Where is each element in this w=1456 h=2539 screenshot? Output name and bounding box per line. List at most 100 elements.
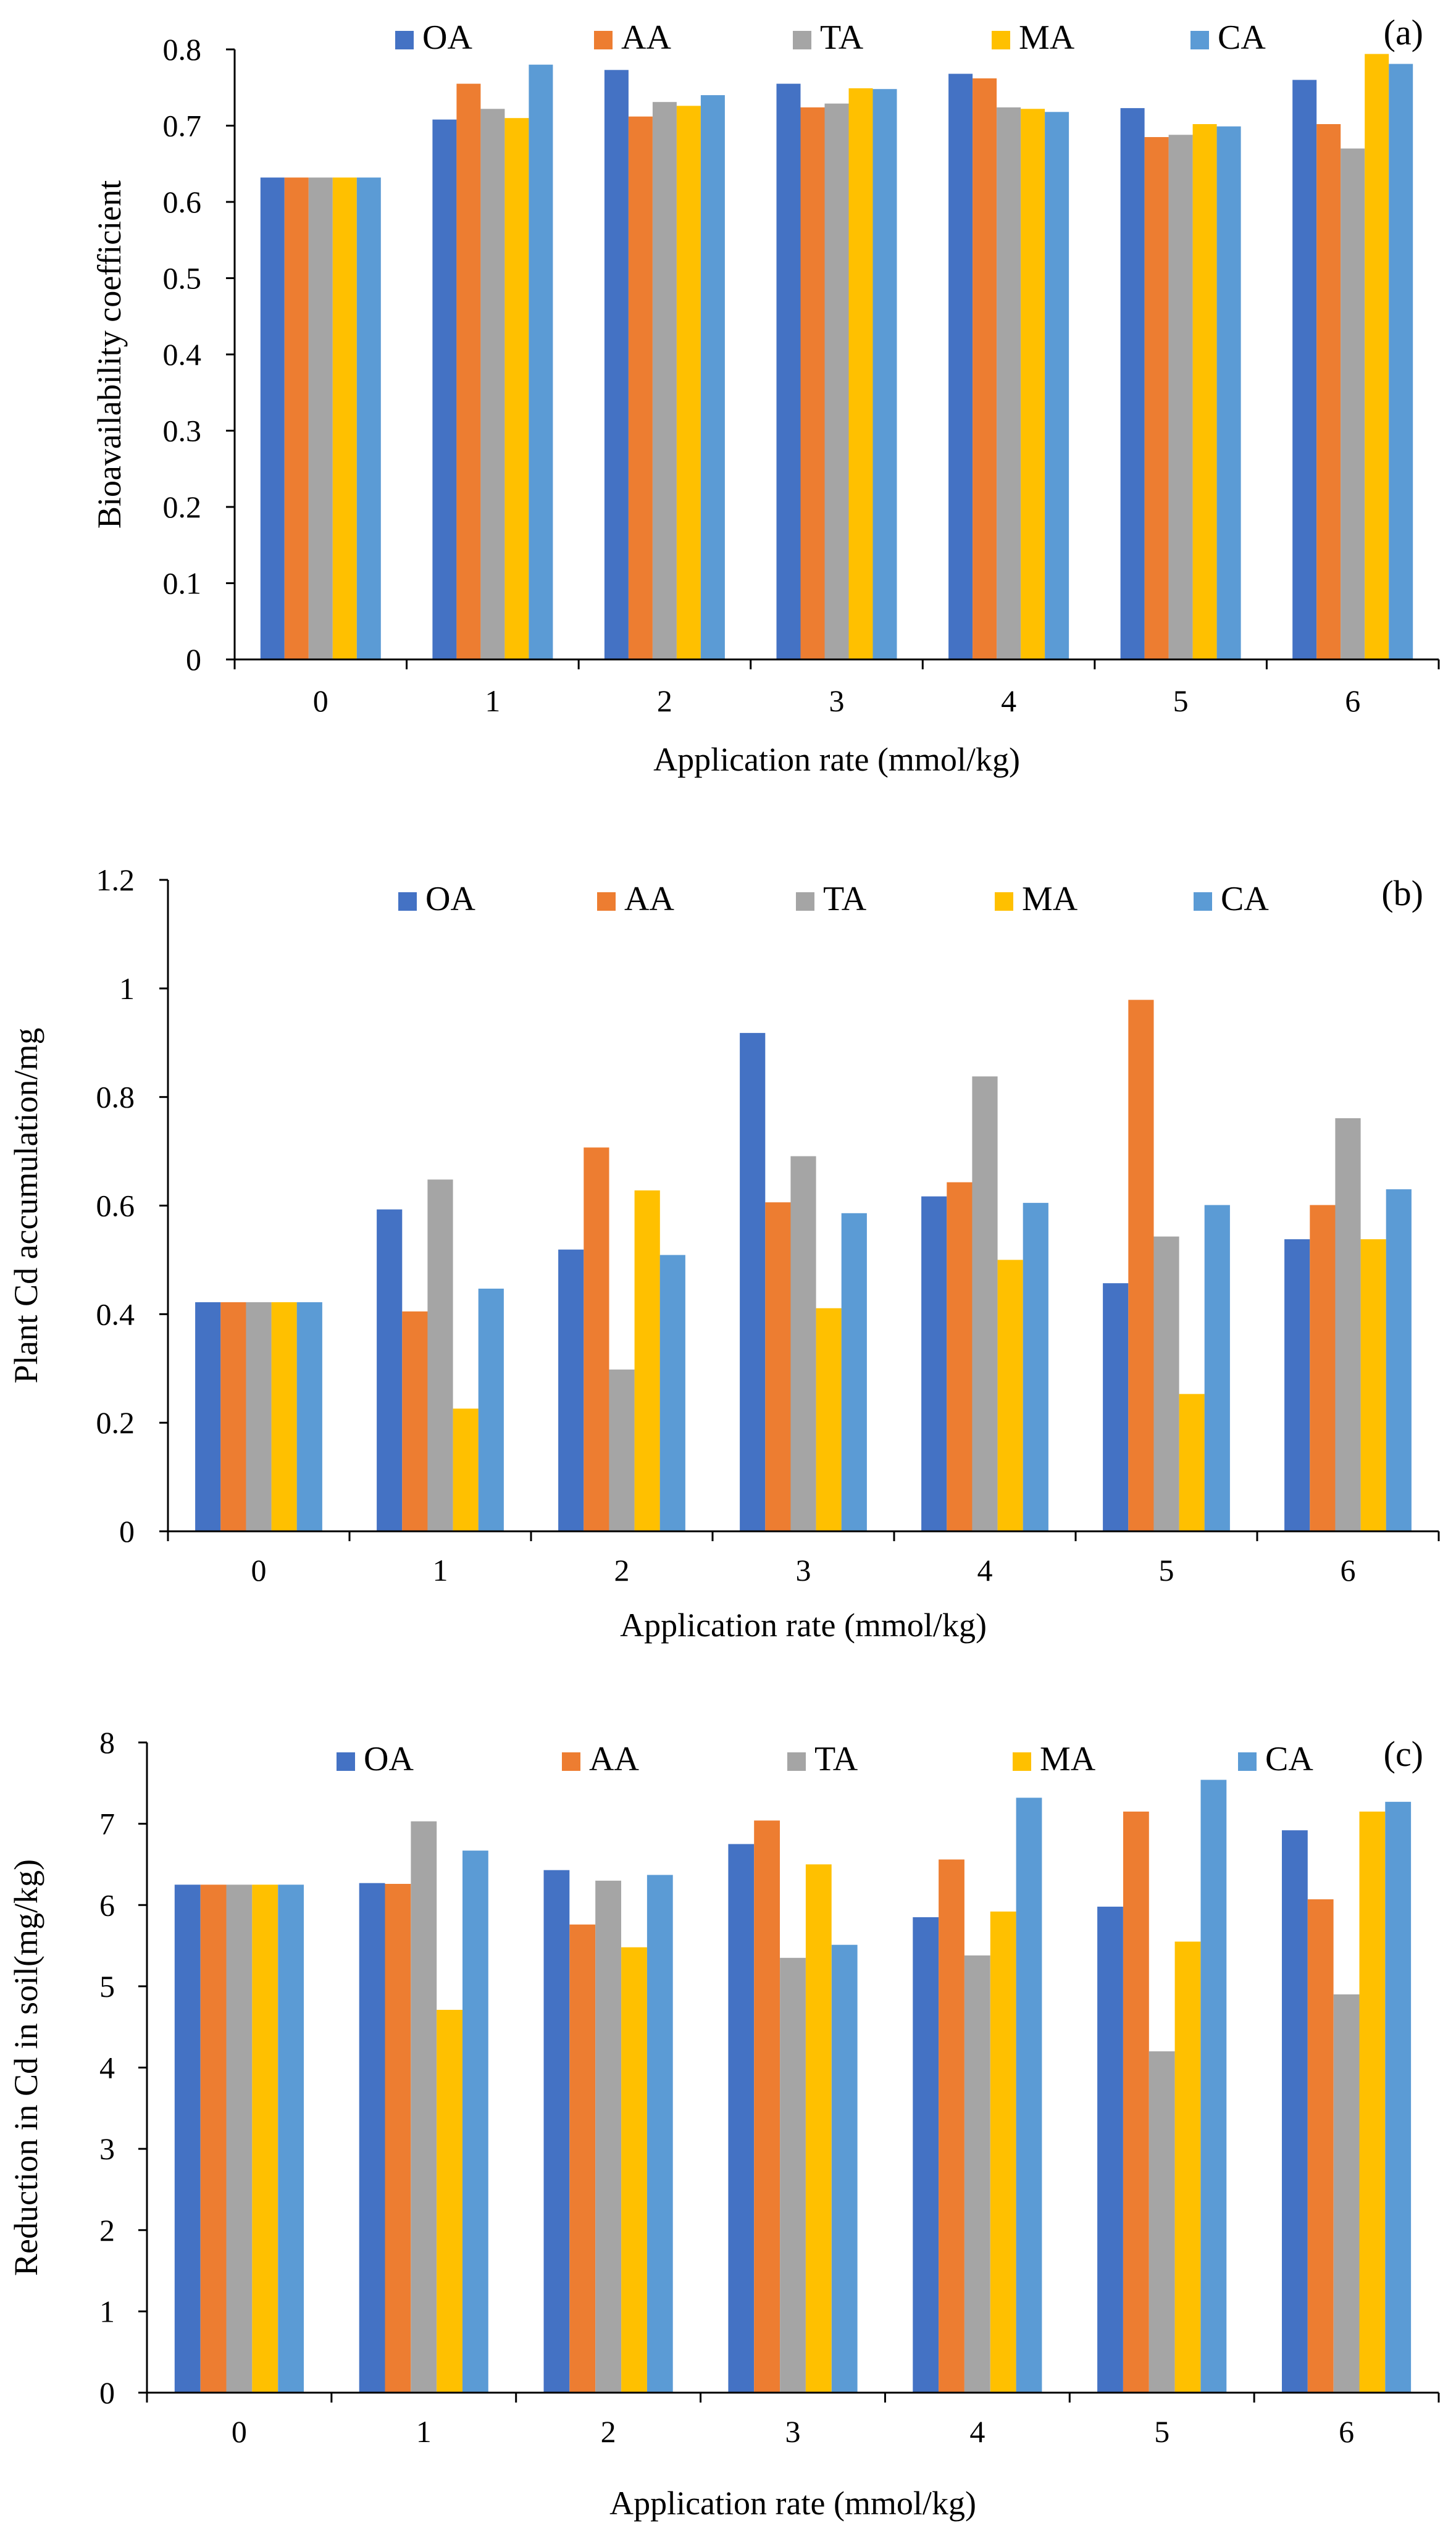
x-tick-label: 1 bbox=[485, 684, 500, 718]
bar-TA-3 bbox=[790, 1156, 816, 1531]
x-tick-label: 0 bbox=[313, 684, 328, 718]
bar-CA-6 bbox=[1386, 1189, 1412, 1531]
bar-OA-1 bbox=[359, 1883, 385, 2393]
x-tick-label: 3 bbox=[785, 2414, 801, 2449]
bar-MA-2 bbox=[676, 106, 701, 659]
bar-AA-2 bbox=[628, 116, 653, 659]
bar-TA-5 bbox=[1168, 135, 1193, 660]
bar-TA-6 bbox=[1335, 1118, 1361, 1531]
bar-CA-0 bbox=[296, 1302, 322, 1531]
bar-OA-3 bbox=[740, 1032, 766, 1531]
bar-AA-4 bbox=[973, 78, 997, 659]
bar-MA-6 bbox=[1365, 54, 1389, 659]
bar-CA-0 bbox=[278, 1884, 304, 2393]
bar-TA-6 bbox=[1333, 1994, 1360, 2393]
bar-AA-1 bbox=[385, 1884, 411, 2393]
x-tick-label: 3 bbox=[796, 1553, 811, 1587]
bar-MA-1 bbox=[437, 2010, 462, 2393]
bar-OA-0 bbox=[195, 1302, 221, 1531]
bar-AA-0 bbox=[200, 1884, 227, 2393]
bar-OA-2 bbox=[558, 1249, 584, 1531]
bar-CA-2 bbox=[646, 1875, 673, 2393]
x-tick-label: 5 bbox=[1173, 684, 1189, 718]
bar-TA-0 bbox=[226, 1884, 253, 2393]
bar-MA-4 bbox=[997, 1260, 1023, 1531]
bar-MA-6 bbox=[1359, 1811, 1386, 2393]
bar-AA-1 bbox=[456, 83, 481, 660]
x-tick-label: 2 bbox=[614, 1553, 630, 1587]
x-tick-label: 4 bbox=[977, 1553, 993, 1587]
bar-TA-1 bbox=[480, 109, 505, 660]
bar-CA-4 bbox=[1023, 1203, 1048, 1531]
y-tick-label: 1.2 bbox=[96, 863, 135, 897]
x-tick-label: 1 bbox=[416, 2414, 432, 2449]
bar-CA-6 bbox=[1385, 1802, 1412, 2393]
y-tick-label: 0.6 bbox=[163, 185, 202, 219]
bar-TA-0 bbox=[246, 1302, 272, 1531]
y-tick-label: 0.7 bbox=[163, 109, 202, 143]
legend-label-MA: MA bbox=[1019, 19, 1075, 57]
bar-MA-0 bbox=[332, 177, 357, 659]
bar-AA-0 bbox=[284, 177, 309, 659]
bar-OA-0 bbox=[260, 177, 285, 659]
y-tick-label: 0.3 bbox=[163, 414, 202, 448]
y-tick-label: 0.4 bbox=[163, 337, 202, 372]
bar-CA-1 bbox=[462, 1851, 488, 2393]
bar-OA-6 bbox=[1284, 1239, 1310, 1531]
bar-TA-4 bbox=[997, 107, 1021, 659]
bar-MA-1 bbox=[453, 1408, 479, 1531]
bar-MA-5 bbox=[1192, 124, 1217, 659]
bar-MA-6 bbox=[1360, 1239, 1386, 1531]
panel-label: (a) bbox=[1384, 12, 1423, 52]
bar-MA-3 bbox=[848, 88, 873, 659]
bar-MA-1 bbox=[504, 118, 529, 659]
bar-CA-5 bbox=[1200, 1780, 1227, 2393]
bar-TA-5 bbox=[1148, 2051, 1175, 2393]
bar-AA-1 bbox=[402, 1311, 428, 1531]
x-tick-label: 3 bbox=[829, 684, 845, 718]
legend-swatch-AA bbox=[597, 892, 616, 911]
y-tick-label: 3 bbox=[99, 2131, 115, 2166]
legend: OA AA TA MA CA bbox=[398, 880, 1269, 918]
bar-CA-1 bbox=[478, 1289, 504, 1531]
panel-label: (c) bbox=[1384, 1734, 1423, 1774]
legend-label-MA: MA bbox=[1040, 1740, 1096, 1778]
y-tick-label: 0.4 bbox=[96, 1297, 135, 1331]
legend-swatch-MA bbox=[1013, 1752, 1031, 1771]
bar-TA-3 bbox=[824, 103, 849, 659]
legend-swatch-OA bbox=[398, 892, 417, 911]
x-tick-label: 4 bbox=[1001, 684, 1016, 718]
x-axis-title: Application rate (mmol/kg) bbox=[620, 1607, 987, 1644]
chart-panel-1: 0 0.1 0.2 0.3 0.4 0.5 0.6 0.7 0.8 0 1 2 3 4 5 6 Applicat… bbox=[91, 12, 1440, 778]
bar-CA-1 bbox=[529, 64, 553, 659]
y-tick-label: 0.1 bbox=[163, 566, 202, 601]
legend-swatch-OA bbox=[337, 1752, 355, 1771]
bar-CA-3 bbox=[872, 89, 897, 659]
chart-panel-3: 0 1 2 3 4 5 6 7 8 0 1 2 3 4 5 6 Application rate (mmol/k… bbox=[7, 1725, 1440, 2522]
bar-OA-2 bbox=[604, 70, 629, 660]
legend-swatch-MA bbox=[992, 31, 1010, 49]
legend-swatch-OA bbox=[395, 31, 414, 49]
bar-MA-3 bbox=[805, 1864, 832, 2393]
bar-AA-5 bbox=[1128, 1000, 1154, 1531]
x-tick-label: 5 bbox=[1159, 1553, 1174, 1587]
bar-TA-2 bbox=[652, 102, 677, 659]
bar-AA-4 bbox=[947, 1182, 973, 1531]
bar-CA-6 bbox=[1389, 64, 1413, 659]
x-tick-label: 2 bbox=[601, 2414, 616, 2449]
legend-swatch-MA bbox=[995, 892, 1013, 911]
legend-swatch-TA bbox=[787, 1752, 806, 1771]
bar-OA-6 bbox=[1292, 80, 1317, 659]
y-axis-title: Plant Cd accumulation/mg bbox=[7, 1028, 44, 1384]
x-tick-label: 6 bbox=[1345, 684, 1360, 718]
bar-TA-1 bbox=[427, 1179, 453, 1531]
x-tick-label: 0 bbox=[232, 2414, 247, 2449]
y-tick-label: 1 bbox=[119, 971, 135, 1006]
bar-CA-2 bbox=[700, 95, 725, 660]
bar-MA-0 bbox=[252, 1884, 278, 2393]
bar-MA-3 bbox=[816, 1308, 842, 1531]
legend-swatch-AA bbox=[594, 31, 613, 49]
bar-OA-6 bbox=[1282, 1830, 1308, 2393]
bar-OA-1 bbox=[377, 1209, 403, 1531]
y-tick-label: 0.2 bbox=[163, 490, 202, 524]
